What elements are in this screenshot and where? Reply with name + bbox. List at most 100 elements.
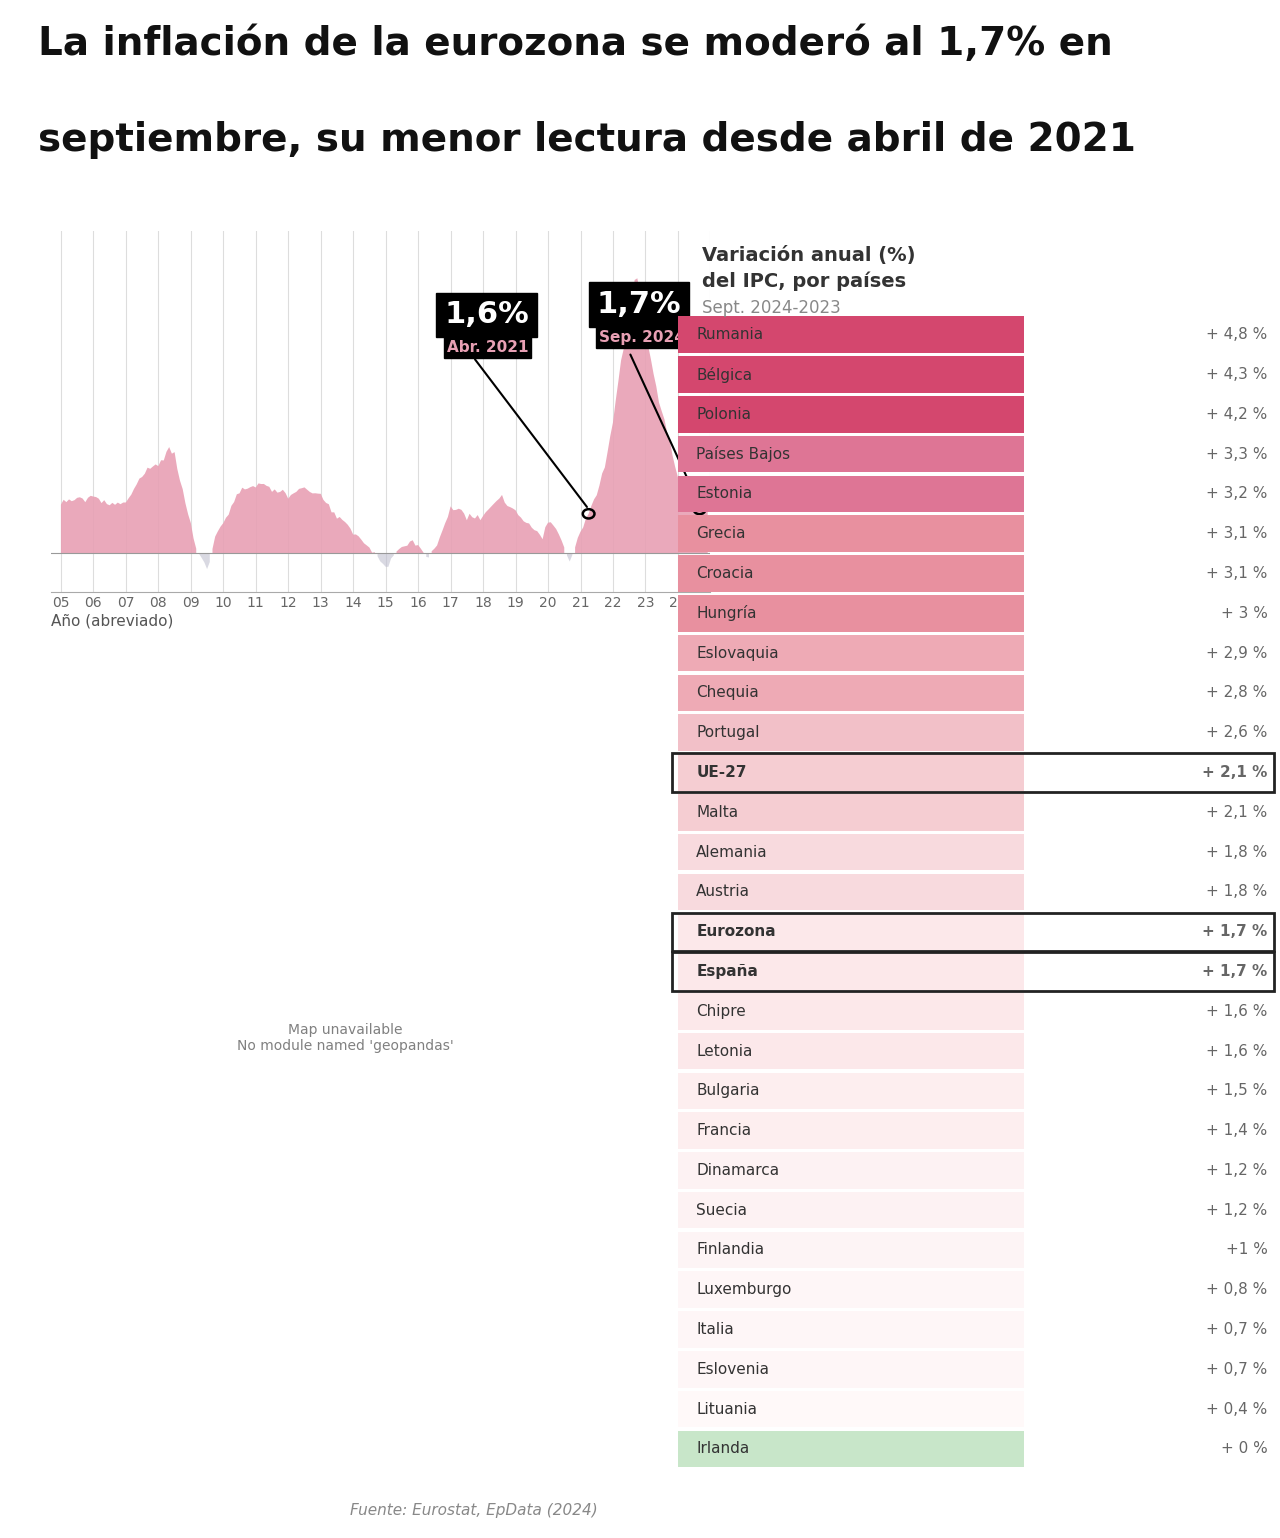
Text: + 1,7 %: + 1,7 % [1202,964,1267,978]
Text: + 4,3 %: + 4,3 % [1206,368,1267,381]
Text: + 3,2 %: + 3,2 % [1206,486,1267,501]
Bar [678,515,1024,552]
Bar [678,555,1024,592]
Text: + 1,7 %: + 1,7 % [1202,924,1267,940]
Text: España: España [696,964,758,978]
Text: Dinamarca: Dinamarca [696,1163,780,1178]
Text: del IPC, por países: del IPC, por países [703,271,906,291]
Text: Eslovaquia: Eslovaquia [696,646,780,661]
Bar [678,1430,1024,1467]
Text: Grecia: Grecia [696,526,746,541]
Text: Eslovenia: Eslovenia [696,1361,769,1377]
Bar [678,1112,1024,1149]
Text: + 0,7 %: + 0,7 % [1206,1361,1267,1377]
Text: 1,6%: 1,6% [444,300,529,329]
Text: +1 %: +1 % [1226,1243,1267,1258]
Text: Países Bajos: Países Bajos [696,446,790,461]
Bar [672,912,1274,950]
Bar [672,754,1274,792]
Bar [678,1192,1024,1229]
Bar [678,595,1024,632]
Text: Malta: Malta [696,804,739,820]
Text: Italia: Italia [696,1323,733,1337]
Text: + 1,8 %: + 1,8 % [1206,844,1267,860]
Text: Croacia: Croacia [696,566,754,581]
Bar [678,1152,1024,1189]
Text: Lituania: Lituania [696,1401,758,1416]
Text: Letonia: Letonia [696,1043,753,1058]
Bar [678,635,1024,672]
Bar [678,1350,1024,1387]
Bar [678,397,1024,432]
Text: Finlandia: Finlandia [696,1243,764,1258]
Text: Fuente: Eurostat, EpData (2024): Fuente: Eurostat, EpData (2024) [349,1503,598,1518]
Bar [678,1232,1024,1269]
Text: Francia: Francia [696,1123,751,1138]
Bar [678,714,1024,751]
Text: + 1,8 %: + 1,8 % [1206,884,1267,900]
Text: + 4,8 %: + 4,8 % [1206,328,1267,343]
Bar [678,954,1024,990]
Bar [678,357,1024,392]
Text: Polonia: Polonia [696,408,751,421]
Text: Eurozona: Eurozona [696,924,776,940]
Text: Hungría: Hungría [696,606,756,621]
Text: Bulgaria: Bulgaria [696,1083,760,1098]
Text: Suecia: Suecia [696,1203,748,1218]
Text: + 1,6 %: + 1,6 % [1206,1004,1267,1018]
Bar [678,754,1024,791]
Bar [678,317,1024,354]
Bar [678,1312,1024,1347]
Text: + 2,6 %: + 2,6 % [1206,726,1267,740]
Bar [678,794,1024,831]
Bar [672,952,1274,990]
Text: Chipre: Chipre [696,1004,746,1018]
Text: + 0,4 %: + 0,4 % [1206,1401,1267,1416]
Text: Estonia: Estonia [696,486,753,501]
Text: Austria: Austria [696,884,750,900]
Text: + 2,8 %: + 2,8 % [1206,686,1267,700]
Text: + 4,2 %: + 4,2 % [1206,408,1267,421]
Bar [678,874,1024,910]
Text: + 2,1 %: + 2,1 % [1202,764,1267,780]
Text: septiembre, su menor lectura desde abril de 2021: septiembre, su menor lectura desde abril… [38,122,1137,158]
Text: Map unavailable
No module named 'geopandas': Map unavailable No module named 'geopand… [237,1023,454,1054]
Bar [678,675,1024,711]
Text: + 1,5 %: + 1,5 % [1206,1083,1267,1098]
Text: Alemania: Alemania [696,844,768,860]
Text: Luxemburgo: Luxemburgo [696,1283,791,1297]
Bar [678,475,1024,512]
Text: Bélgica: Bélgica [696,366,753,383]
Text: + 0,7 %: + 0,7 % [1206,1323,1267,1337]
Text: + 3,1 %: + 3,1 % [1206,566,1267,581]
Text: Sep. 2024: Sep. 2024 [599,331,685,345]
Bar [678,834,1024,871]
Text: + 3,1 %: + 3,1 % [1206,526,1267,541]
Text: + 1,6 %: + 1,6 % [1206,1043,1267,1058]
Text: + 1,4 %: + 1,4 % [1206,1123,1267,1138]
Text: Portugal: Portugal [696,726,760,740]
Text: + 1,2 %: + 1,2 % [1206,1203,1267,1218]
Text: La inflación de la eurozona se moderó al 1,7% en: La inflación de la eurozona se moderó al… [38,25,1114,63]
Text: Variación anual (%): Variación anual (%) [703,246,915,265]
Bar [678,914,1024,950]
Bar [678,1390,1024,1427]
Text: + 3,3 %: + 3,3 % [1206,446,1267,461]
Text: + 2,1 %: + 2,1 % [1206,804,1267,820]
Text: 1,7%: 1,7% [596,291,681,318]
Text: Rumania: Rumania [696,328,763,343]
X-axis label: Año (abreviado): Año (abreviado) [51,614,174,628]
Text: Abr. 2021: Abr. 2021 [447,340,529,355]
Text: Sept. 2024-2023: Sept. 2024-2023 [703,298,841,317]
Text: UE-27: UE-27 [696,764,746,780]
Bar [678,1272,1024,1309]
Text: + 3 %: + 3 % [1221,606,1267,621]
Text: + 1,2 %: + 1,2 % [1206,1163,1267,1178]
Text: + 2,9 %: + 2,9 % [1206,646,1267,661]
Bar [678,1072,1024,1109]
Text: + 0 %: + 0 % [1221,1441,1267,1456]
Text: Chequia: Chequia [696,686,759,700]
Text: Irlanda: Irlanda [696,1441,750,1456]
Bar [678,435,1024,472]
Text: + 0,8 %: + 0,8 % [1206,1283,1267,1297]
